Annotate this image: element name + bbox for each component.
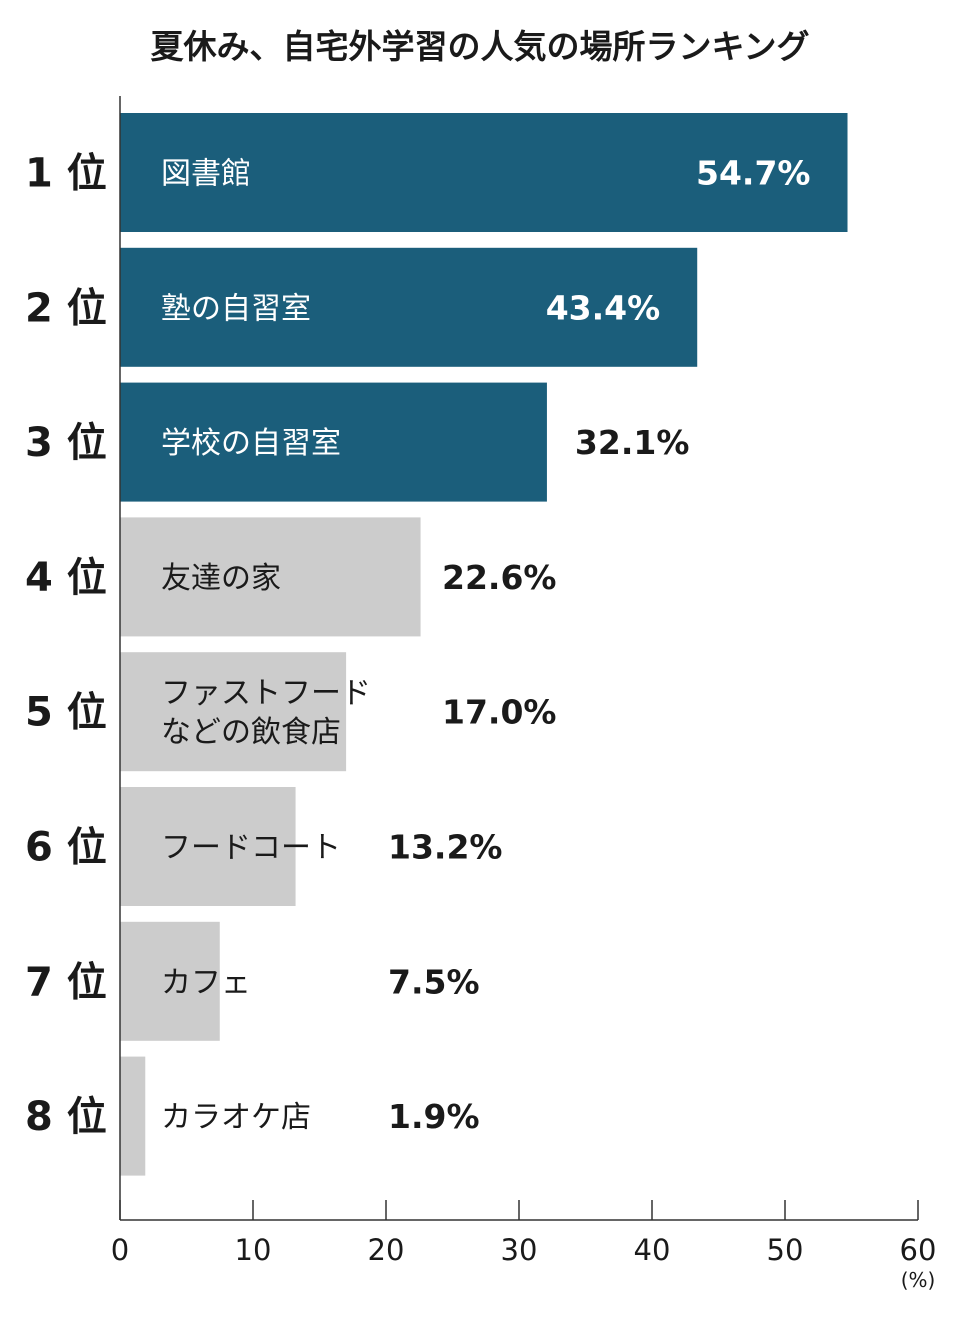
value-label-3: 32.1%: [575, 423, 690, 462]
category-label-5-line-1: ファストフード: [161, 676, 371, 711]
bars-group: 1 位 図書館 54.7% 2 位 塾の自習室 43.4% 3 位 学校の自習室 32.1% 4 …: [25, 113, 848, 1176]
value-label-6: 13.2%: [388, 828, 503, 867]
x-tick-label-30: 30: [501, 1233, 538, 1267]
rank-label-5: 5 位: [25, 690, 107, 736]
x-tick-label-60: 60: [900, 1233, 937, 1267]
category-label-4: 友達の家: [161, 561, 281, 596]
rank-label-3: 3 位: [25, 420, 107, 466]
category-label-7: カフェ: [161, 965, 251, 1000]
value-label-5: 17.0%: [442, 693, 557, 732]
rank-label-6: 6 位: [25, 825, 107, 871]
bar-6: [120, 787, 296, 906]
rank-label-8: 8 位: [25, 1094, 107, 1140]
x-tick-label-40: 40: [634, 1233, 671, 1267]
category-label-6: フードコート: [161, 831, 341, 866]
bar-2: [120, 247, 698, 367]
value-label-1: 54.7%: [696, 154, 811, 193]
bar-5: [120, 652, 347, 772]
bar-7: [120, 921, 220, 1041]
value-label-2: 43.4%: [546, 288, 661, 327]
bar-8: [120, 1056, 146, 1176]
category-label-2: 塾の自習室: [161, 291, 311, 326]
value-label-8: 1.9%: [388, 1097, 480, 1136]
bar-1: [120, 113, 848, 232]
bar-3: [120, 382, 547, 502]
x-tick-label-0: 0: [111, 1233, 129, 1267]
x-tick-label-10: 10: [235, 1233, 272, 1267]
rank-label-7: 7 位: [25, 959, 107, 1005]
rank-label-4: 4 位: [25, 555, 107, 601]
category-label-3: 学校の自習室: [161, 426, 341, 461]
x-axis: 0 10 20 30 40 50 60(%): [111, 96, 937, 1292]
value-label-4: 22.6%: [442, 558, 557, 597]
chart-title: 夏休み、自宅外学習の人気の場所ランキング: [150, 27, 809, 66]
category-label-8: カラオケ店: [161, 1100, 311, 1135]
category-label-1: 図書館: [161, 157, 251, 192]
bar-4: [120, 517, 421, 637]
x-tick-label-20: 20: [368, 1233, 405, 1267]
x-tick-label-50: 50: [767, 1233, 804, 1267]
category-label-5-line-2: などの飲食店: [161, 715, 341, 750]
rank-label-2: 2 位: [25, 285, 107, 331]
rank-label-1: 1 位: [25, 151, 107, 197]
value-label-7: 7.5%: [388, 962, 480, 1001]
x-axis-unit: (%): [901, 1268, 936, 1292]
